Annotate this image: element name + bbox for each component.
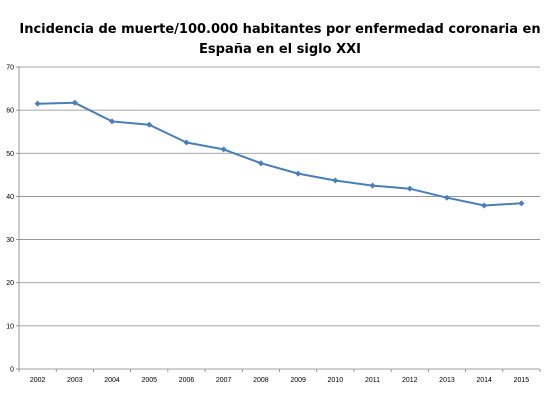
y-tick-labels: 0 10 20 30 40 50 60 70 (6, 65, 14, 374)
x-tick-label: 2014 (476, 377, 492, 384)
y-tick-label: 40 (6, 194, 14, 201)
series-markers (34, 99, 525, 209)
x-tick-label: 2012 (402, 377, 418, 384)
data-point-marker (443, 194, 450, 201)
y-tick-label: 20 (6, 280, 14, 287)
data-point-marker (146, 121, 153, 128)
data-point-marker (369, 182, 376, 189)
data-point-marker (332, 177, 339, 184)
data-point-marker (518, 200, 525, 207)
data-point-marker (295, 170, 302, 177)
x-tick-label: 2002 (30, 377, 46, 384)
x-tick-label: 2015 (514, 377, 530, 384)
y-tick-label: 0 (10, 367, 14, 374)
chart-title-line-1: Incidencia de muerte/100.000 habitantes … (19, 22, 541, 37)
y-tick-label: 70 (6, 65, 14, 72)
y-tick-label: 60 (6, 108, 14, 115)
x-tick-label: 2008 (253, 377, 269, 384)
x-tick-label: 2013 (439, 377, 455, 384)
y-tick-label: 10 (6, 323, 14, 330)
x-tick-label: 2003 (67, 377, 83, 384)
data-point-marker (406, 185, 413, 192)
x-tick-label: 2009 (290, 377, 306, 384)
x-tick-label: 2004 (104, 377, 120, 384)
series-line-path (37, 101, 522, 207)
x-tick-label: 2011 (365, 377, 380, 384)
x-tick-label: 2007 (216, 377, 232, 384)
x-tick-label: 2010 (328, 377, 344, 384)
data-point-marker (257, 160, 264, 167)
data-point-marker (220, 146, 227, 153)
series-line (37, 101, 522, 207)
axes (16, 66, 541, 372)
gridlines (19, 66, 540, 327)
data-point-marker (71, 99, 78, 106)
x-tick-labels: 2002 2003 2004 2005 2006 2007 2008 2009 2010 2011… (30, 377, 529, 384)
data-point-marker (481, 202, 488, 209)
data-point-marker (183, 139, 190, 146)
data-point-marker (109, 118, 116, 125)
chart-title: Incidencia de muerte/100.000 habitantes … (0, 20, 560, 60)
chart-title-line-2: España en el siglo XXI (199, 42, 361, 57)
x-tick-label: 2005 (141, 377, 157, 384)
x-tick-label: 2006 (179, 377, 195, 384)
y-tick-label: 50 (6, 151, 14, 158)
y-tick-label: 30 (6, 237, 14, 244)
data-point-marker (34, 100, 41, 107)
